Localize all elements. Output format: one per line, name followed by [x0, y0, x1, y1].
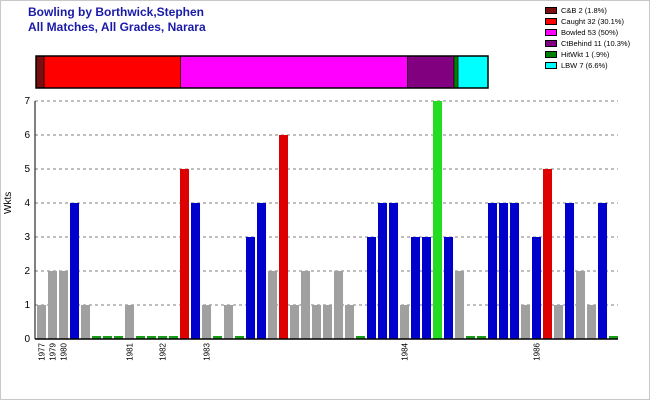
- legend: C&B 2 (1.8%) Caught 32 (30.1%) Bowled 53 (…: [545, 5, 630, 71]
- bar: [213, 336, 223, 339]
- bar: [389, 203, 399, 339]
- bar: [411, 237, 421, 339]
- legend-item: Caught 32 (30.1%): [545, 16, 630, 26]
- y-tick-label: 2: [24, 266, 30, 277]
- bar: [400, 305, 410, 339]
- bar: [180, 169, 190, 339]
- legend-label: Bowled 53 (50%): [561, 27, 619, 37]
- bar: [345, 305, 355, 339]
- bar: [136, 336, 146, 339]
- legend-swatch: [545, 50, 557, 58]
- bar: [356, 336, 366, 339]
- bar: [103, 336, 113, 339]
- bar: [433, 101, 443, 339]
- bar: [147, 336, 157, 339]
- season-label: 1983: [203, 342, 212, 360]
- y-tick-label: 3: [24, 232, 30, 243]
- bar: [312, 305, 322, 339]
- bar: [455, 271, 465, 339]
- proportion-segment: [35, 55, 45, 89]
- legend-item: LBW 7 (6.6%): [545, 60, 630, 70]
- bar: [81, 305, 91, 339]
- bar: [202, 305, 212, 339]
- chart-subtitle: All Matches, All Grades, Narara: [28, 20, 206, 34]
- bar: [444, 237, 454, 339]
- bar: [125, 305, 135, 339]
- bar: [587, 305, 597, 339]
- bar: [554, 305, 564, 339]
- season-label: 1981: [126, 342, 135, 360]
- bar: [191, 203, 201, 339]
- season-label: 1986: [533, 342, 542, 360]
- legend-swatch: [545, 17, 557, 25]
- bar: [48, 271, 58, 339]
- legend-swatch: [545, 28, 557, 36]
- bar: [422, 237, 432, 339]
- legend-item: Bowled 53 (50%): [545, 27, 630, 37]
- y-tick-label: 6: [24, 130, 30, 141]
- season-label: 1984: [401, 342, 410, 360]
- y-tick-label: 4: [24, 198, 30, 209]
- bar: [224, 305, 234, 339]
- bar: [114, 336, 124, 339]
- bar: [488, 203, 498, 339]
- proportion-segment: [407, 55, 455, 89]
- bar: [59, 271, 69, 339]
- y-tick-label: 5: [24, 164, 30, 175]
- bar: [334, 271, 344, 339]
- chart-title: Bowling by Borthwick,Stephen: [28, 5, 205, 19]
- legend-swatch: [545, 61, 557, 69]
- bar: [158, 336, 168, 339]
- bar: [510, 203, 520, 339]
- bar: [521, 305, 531, 339]
- y-tick-label: 0: [24, 334, 30, 345]
- bar: [378, 203, 388, 339]
- bar: [301, 271, 311, 339]
- proportion-segment: [43, 55, 181, 89]
- bar: [37, 305, 47, 339]
- bar: [499, 203, 509, 339]
- bar: [477, 336, 487, 339]
- bar: [246, 237, 256, 339]
- bar: [323, 305, 333, 339]
- y-tick-label: 7: [24, 96, 30, 107]
- bar: [609, 336, 619, 339]
- bar: [543, 169, 553, 339]
- bar: [466, 336, 476, 339]
- bar: [367, 237, 377, 339]
- legend-label: LBW 7 (6.6%): [561, 60, 608, 70]
- legend-label: HitWkt 1 (.9%): [561, 49, 610, 59]
- bar: [257, 203, 267, 339]
- bar: [576, 271, 586, 339]
- bar: [532, 237, 542, 339]
- legend-item: C&B 2 (1.8%): [545, 5, 630, 15]
- bar: [268, 271, 278, 339]
- season-label: 1980: [60, 342, 69, 360]
- bar: [70, 203, 80, 339]
- proportion-segment: [453, 55, 459, 89]
- bar: [598, 203, 608, 339]
- y-tick-label: 1: [24, 300, 30, 311]
- legend-label: C&B 2 (1.8%): [561, 5, 607, 15]
- bar: [92, 336, 102, 339]
- legend-label: CtBehind 11 (10.3%): [561, 38, 631, 48]
- proportion-bar-border: [35, 55, 489, 89]
- season-label: 1977: [38, 342, 47, 360]
- legend-swatch: [545, 6, 557, 14]
- bar: [279, 135, 289, 339]
- legend-swatch: [545, 39, 557, 47]
- season-label: 1982: [159, 342, 168, 360]
- proportion-segment: [180, 55, 408, 89]
- legend-item: HitWkt 1 (.9%): [545, 49, 630, 59]
- bar: [169, 336, 179, 339]
- legend-label: Caught 32 (30.1%): [561, 16, 624, 26]
- proportion-segment: [457, 55, 489, 89]
- season-label: 1979: [49, 342, 58, 360]
- bar: [235, 336, 245, 339]
- bar: [565, 203, 575, 339]
- bar: [290, 305, 300, 339]
- legend-item: CtBehind 11 (10.3%): [545, 38, 630, 48]
